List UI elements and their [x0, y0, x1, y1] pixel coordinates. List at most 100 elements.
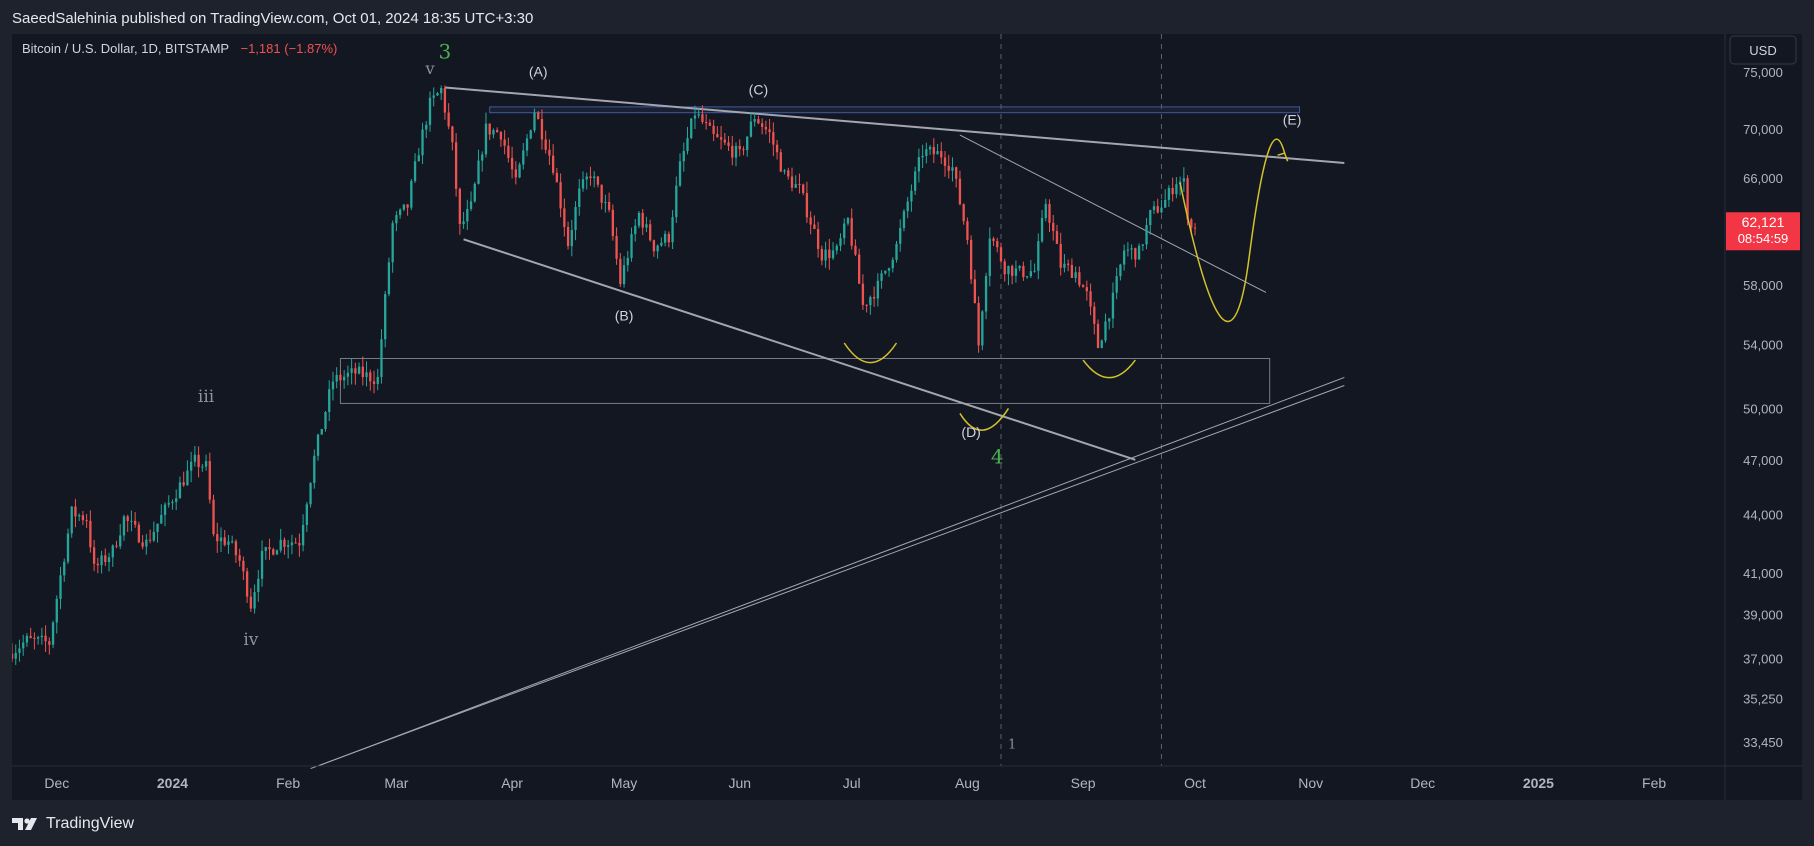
candle-up [831, 250, 835, 259]
candle-up [1130, 248, 1133, 250]
candle-up [693, 115, 697, 119]
candle-up [1074, 272, 1077, 278]
price-tick-label: 39,000 [1743, 608, 1783, 623]
time-tick-label: Sep [1071, 775, 1096, 791]
candle-up [843, 223, 846, 239]
candle-down [447, 112, 450, 127]
candle-up [1145, 225, 1148, 245]
candle-down [499, 132, 503, 140]
candle-down [339, 374, 342, 381]
candle-up [824, 249, 827, 261]
candle-down [731, 145, 734, 158]
candle-up [1029, 271, 1032, 277]
candlestick-chart[interactable]: 3v (A) (C) (B) (D) 4 (E) iii iv 1 75,000 70,000 66,… [12, 34, 1802, 800]
candle-down [723, 139, 726, 143]
candle-up [604, 201, 607, 203]
candle-up [981, 311, 984, 346]
rising-channel-lower [310, 385, 1345, 770]
time-tick-label: Oct [1184, 775, 1206, 791]
candle-up [1152, 206, 1156, 211]
candle-up [876, 280, 879, 299]
candle-down [85, 520, 88, 522]
candle-up [671, 217, 674, 243]
time-tick-label: May [611, 775, 637, 791]
candle-up [481, 154, 484, 161]
candle-up [290, 542, 294, 546]
candle-down [649, 224, 652, 241]
candle-up [678, 161, 682, 186]
candle-up [1178, 181, 1182, 185]
candle-up [231, 541, 234, 543]
candle-up [55, 598, 58, 623]
candle-down [454, 142, 458, 189]
candle-up [884, 270, 887, 274]
candle-up [1014, 268, 1018, 276]
candle-down [1096, 323, 1100, 348]
candle-down [115, 545, 118, 547]
candle-up [663, 233, 667, 243]
candle-down [503, 139, 506, 146]
candle-up [350, 368, 353, 373]
tradingview-branding[interactable]: TradingView [12, 812, 134, 836]
candle-down [406, 204, 409, 208]
candle-up [880, 273, 883, 281]
candle-down [551, 155, 555, 173]
candle-up [18, 648, 21, 653]
candle-down [272, 549, 275, 555]
candle-up [122, 516, 126, 536]
candle-up [690, 118, 693, 139]
candle-down [44, 635, 47, 642]
candle-down [1022, 265, 1025, 278]
candle-up [895, 243, 898, 260]
candle-up [1119, 264, 1122, 277]
candle-up [835, 245, 838, 251]
candle-down [779, 152, 782, 172]
candle-down [701, 114, 704, 122]
candle-up [1115, 276, 1118, 293]
symbol-legend[interactable]: Bitcoin / U.S. Dollar, 1D, BITSTAMP −1,1… [22, 41, 337, 56]
candle-up [51, 622, 55, 645]
candle-up [25, 635, 29, 643]
candle-up [391, 223, 394, 263]
candle-up [357, 366, 361, 374]
candle-down [148, 539, 152, 541]
candle-down [999, 247, 1003, 262]
candle-down [600, 184, 603, 203]
candle-down [369, 372, 372, 382]
candle-up [477, 160, 480, 184]
candle-down [854, 245, 857, 255]
price-tick-label: 70,000 [1743, 122, 1783, 137]
price-tick-label: 50,000 [1743, 401, 1783, 416]
candle-up [384, 294, 387, 340]
last-price-value: 62,121 [1742, 214, 1785, 230]
wave-label: iii [198, 387, 215, 407]
candle-up [376, 377, 379, 384]
brand-name: TradingView [46, 815, 135, 832]
candle-up [749, 121, 753, 137]
wave-label: v [424, 59, 434, 78]
candle-up [1182, 178, 1186, 182]
candle-down [133, 520, 137, 525]
candle-down [137, 524, 141, 543]
candle-up [734, 145, 738, 158]
candle-down [607, 201, 611, 210]
candle-up [380, 339, 383, 378]
candle-up [988, 238, 991, 276]
price-axis[interactable]: 75,000 70,000 66,000 58,000 54,000 50,000 47,0… [1743, 65, 1783, 750]
wave-label: (D) [961, 424, 980, 440]
price-change: −1,181 (−1.87%) [240, 41, 337, 56]
candle-down [768, 129, 771, 133]
price-tick-label: 47,000 [1743, 453, 1783, 468]
candle-up [335, 374, 338, 382]
candle-up [100, 555, 103, 566]
time-axis[interactable]: Dec 2024 Feb Mar Apr May Jun Jul Aug Sep Oct Nov Dec… [44, 775, 1666, 791]
candle-up [746, 136, 749, 151]
candle-down [652, 240, 656, 252]
price-tick-label: 75,000 [1743, 65, 1783, 80]
candle-down [559, 182, 562, 209]
currency-box[interactable] [1729, 35, 1797, 65]
candle-up [59, 575, 62, 599]
candle-down [708, 122, 712, 126]
time-tick-label: Nov [1298, 775, 1323, 791]
candle-up [1160, 207, 1163, 213]
